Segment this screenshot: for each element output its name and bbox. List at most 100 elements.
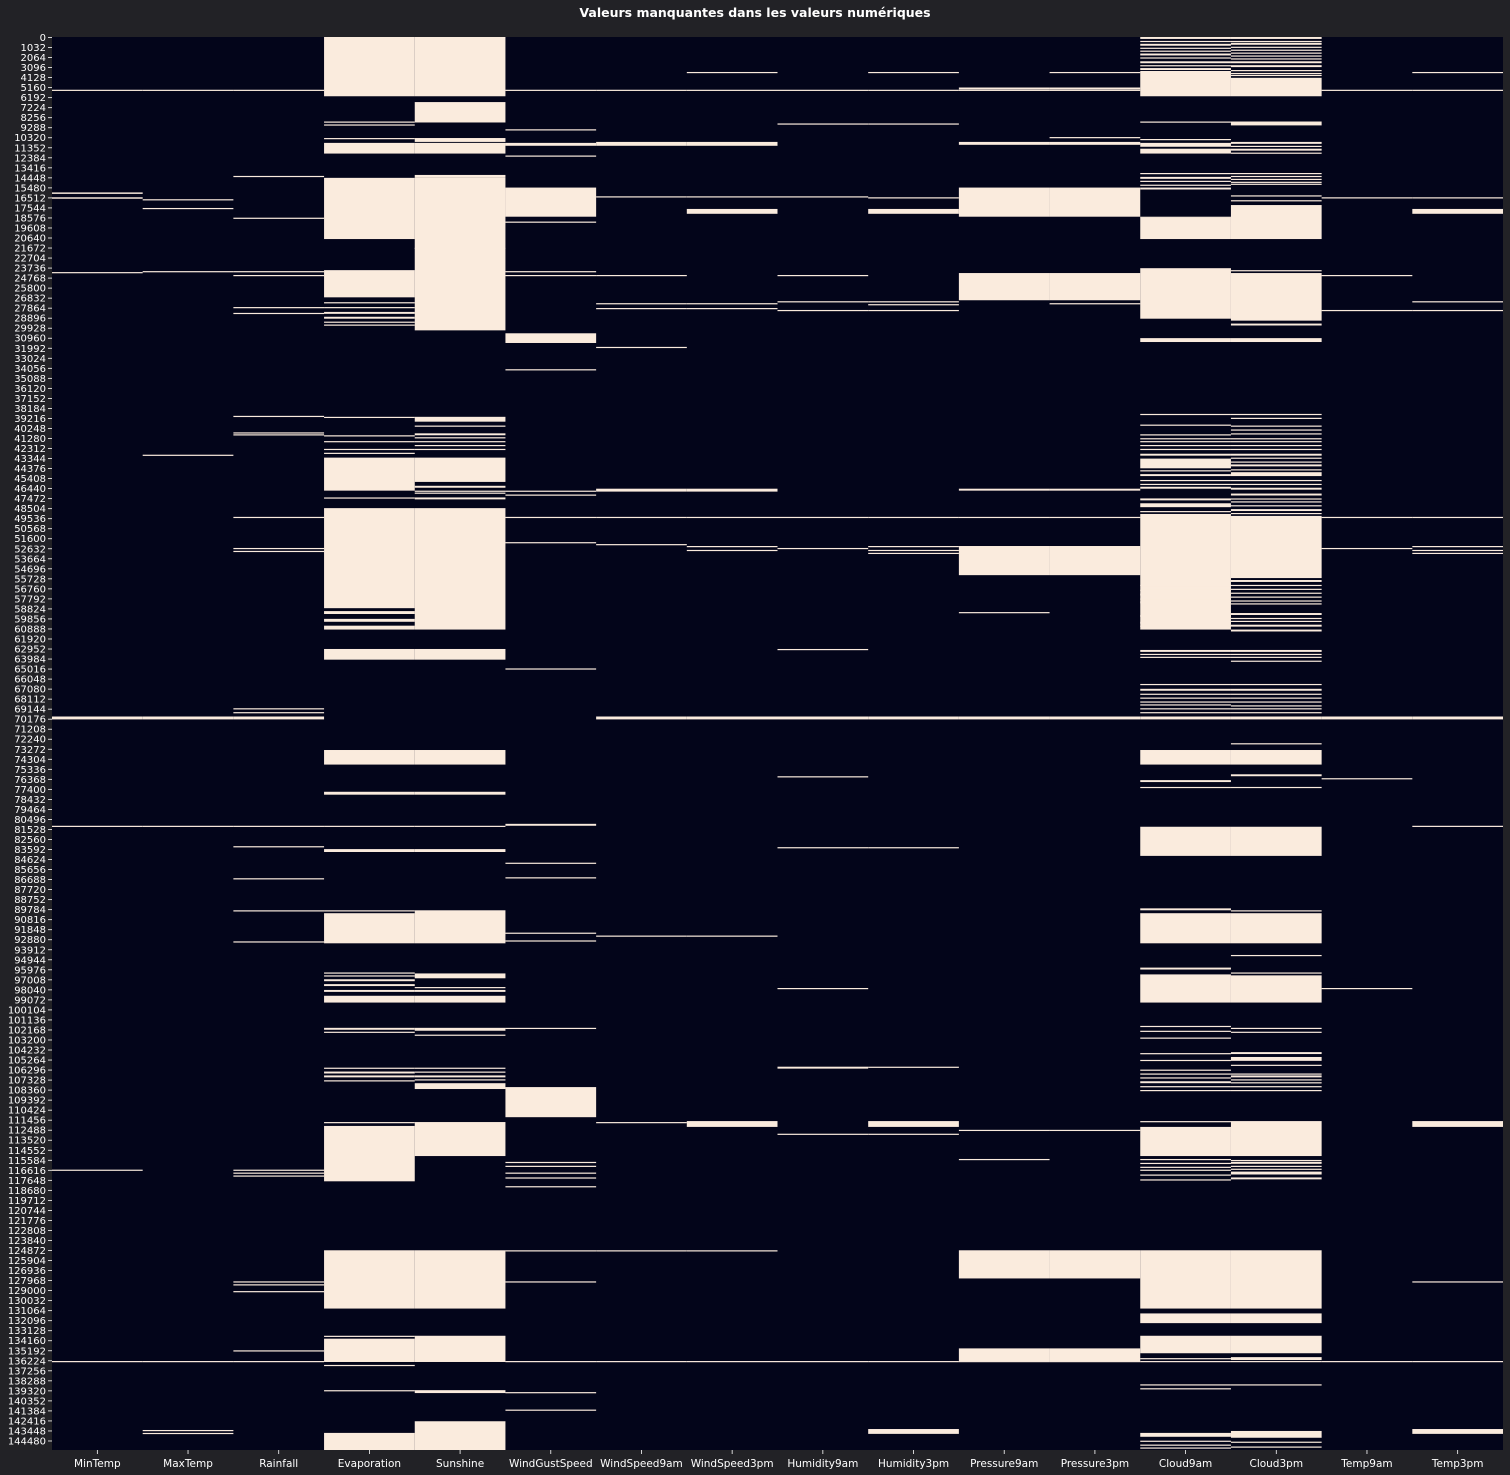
missing-cell [1140,53,1231,56]
y-tick-label: 80496 [14,815,46,826]
missing-cell [505,369,597,371]
missing-cell [1140,1053,1231,1055]
missing-cell [868,552,959,555]
y-tick-label: 130032 [8,1296,46,1307]
x-tick-label: Cloud9am [1159,1458,1212,1470]
missing-cell [1140,1162,1231,1165]
y-tick-label: 78432 [14,795,46,806]
missing-cell [414,490,506,492]
missing-cell [777,547,869,550]
missing-cell [505,668,597,670]
y-tick-label: 98040 [14,985,46,996]
missing-cell [1321,89,1413,91]
y-tick-label: 72240 [14,735,46,746]
missing-cell [1140,511,1231,513]
x-tick-label: Humidity9am [787,1458,858,1470]
missing-cell [1140,598,1231,600]
y-tick-label: 44376 [14,464,46,475]
missing-cell [1230,505,1322,507]
y-tick-label: 53664 [14,554,46,565]
missing-cell [1140,1037,1231,1039]
y-tick-label: 110424 [8,1106,46,1117]
y-tick-label: 45408 [14,474,46,485]
missing-cell [505,1409,597,1411]
y-tick-label: 47472 [14,494,46,505]
missing-cell [1230,461,1322,463]
chart-title: Valeurs manquantes dans les valeurs numé… [579,5,931,20]
missing-cell [777,1361,869,1363]
missing-cell [868,1133,959,1135]
y-tick-label: 122808 [8,1226,46,1237]
missing-cell [1230,40,1322,43]
missing-cell [596,89,687,91]
missing-cell [324,1031,415,1033]
missing-cell [52,89,143,91]
y-tick-label: 41280 [14,434,46,445]
missing-cell [324,508,415,609]
missing-cell [1049,187,1141,217]
missing-cell [414,791,506,795]
x-tick-label: Sunshine [436,1458,484,1470]
missing-cell [142,1432,234,1435]
missing-cell [1230,438,1322,440]
missing-cell [414,492,506,494]
missing-cell [1230,338,1322,343]
missing-cell [1049,303,1141,305]
y-tick-label: 46440 [14,484,46,495]
missing-cell [324,324,415,326]
missing-cell [1230,1250,1322,1309]
y-tick-label: 106296 [8,1066,46,1077]
y-tick-label: 2064 [21,53,46,64]
missing-cell [777,1066,869,1069]
missing-cell [596,274,687,277]
missing-cell [1140,50,1231,52]
missing-cell [1140,121,1231,123]
missing-cell [1321,274,1413,277]
missing-cell [505,1281,597,1283]
missing-cell [596,303,687,305]
missing-cell [233,1291,325,1293]
missing-cell [233,274,325,277]
missing-cell [324,448,415,451]
missing-cell [1230,152,1322,154]
missing-cell [414,750,506,765]
missing-cell [1230,42,1322,45]
missing-cell [324,177,415,240]
y-tick-label: 34056 [14,364,46,375]
missing-cell [1140,1166,1231,1168]
y-tick-label: 102168 [8,1025,46,1036]
missing-cell [1140,589,1231,591]
missing-cell [1412,552,1503,555]
y-tick-label: 35088 [14,374,46,385]
missing-cell [1140,1126,1231,1157]
missing-cell [1230,656,1322,658]
missing-cell [414,825,506,827]
missing-cell [1049,716,1141,720]
y-tick-label: 79464 [14,805,46,816]
missing-cell [52,197,143,199]
missing-cell [1230,77,1322,97]
missing-cell [958,273,1050,301]
y-tick-label: 91848 [14,925,46,936]
missing-cell [958,1348,1050,1362]
missing-cell [1230,1168,1322,1170]
missing-cell [958,187,1050,217]
missing-cell [1230,1073,1322,1075]
missing-cell [414,1071,506,1073]
missing-cell [1230,173,1322,175]
y-tick-label: 38184 [14,404,46,415]
y-tick-label: 115584 [8,1156,46,1167]
y-tick-label: 100104 [8,1005,46,1016]
missing-cell [324,1364,415,1367]
y-tick-label: 10320 [14,133,46,144]
missing-cell [1140,712,1231,714]
missing-cell [233,1361,325,1363]
missing-cell [233,432,325,434]
y-tick-label: 136224 [8,1356,46,1367]
missing-cell [686,488,778,492]
missing-cell [1230,1027,1322,1030]
missing-cell [1230,487,1322,490]
missing-cell [1140,1384,1231,1386]
missing-cell [777,274,869,277]
missing-cell [1230,453,1322,456]
